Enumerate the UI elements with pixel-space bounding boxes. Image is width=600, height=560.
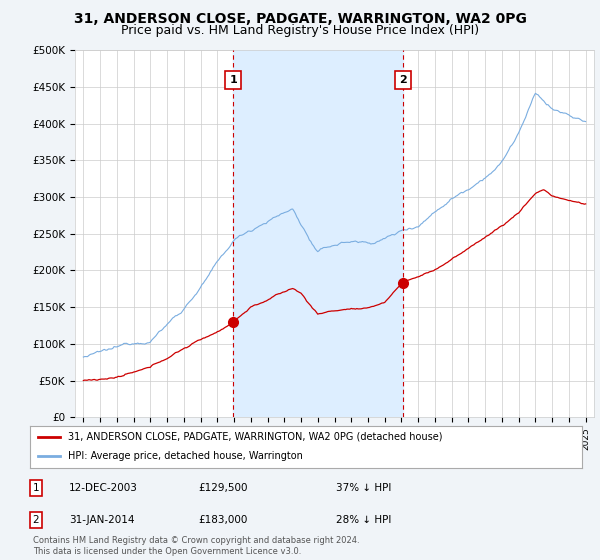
Bar: [233, 50, 403, 417]
Text: Price paid vs. HM Land Registry's House Price Index (HPI): Price paid vs. HM Land Registry's House …: [121, 24, 479, 36]
Text: 12-DEC-2003: 12-DEC-2003: [69, 483, 138, 493]
Text: 31-JAN-2014: 31-JAN-2014: [69, 515, 134, 525]
Text: 2: 2: [32, 515, 40, 525]
Text: £183,000: £183,000: [198, 515, 247, 525]
Text: 31, ANDERSON CLOSE, PADGATE, WARRINGTON, WA2 0PG (detached house): 31, ANDERSON CLOSE, PADGATE, WARRINGTON,…: [68, 432, 442, 442]
Text: HPI: Average price, detached house, Warrington: HPI: Average price, detached house, Warr…: [68, 451, 302, 461]
Text: 28% ↓ HPI: 28% ↓ HPI: [336, 515, 391, 525]
Text: 31, ANDERSON CLOSE, PADGATE, WARRINGTON, WA2 0PG: 31, ANDERSON CLOSE, PADGATE, WARRINGTON,…: [74, 12, 526, 26]
Text: Contains HM Land Registry data © Crown copyright and database right 2024.
This d: Contains HM Land Registry data © Crown c…: [33, 536, 359, 556]
Text: 1: 1: [229, 74, 237, 85]
Text: 1: 1: [32, 483, 40, 493]
Text: £129,500: £129,500: [198, 483, 248, 493]
Text: 2: 2: [399, 74, 407, 85]
Text: 37% ↓ HPI: 37% ↓ HPI: [336, 483, 391, 493]
